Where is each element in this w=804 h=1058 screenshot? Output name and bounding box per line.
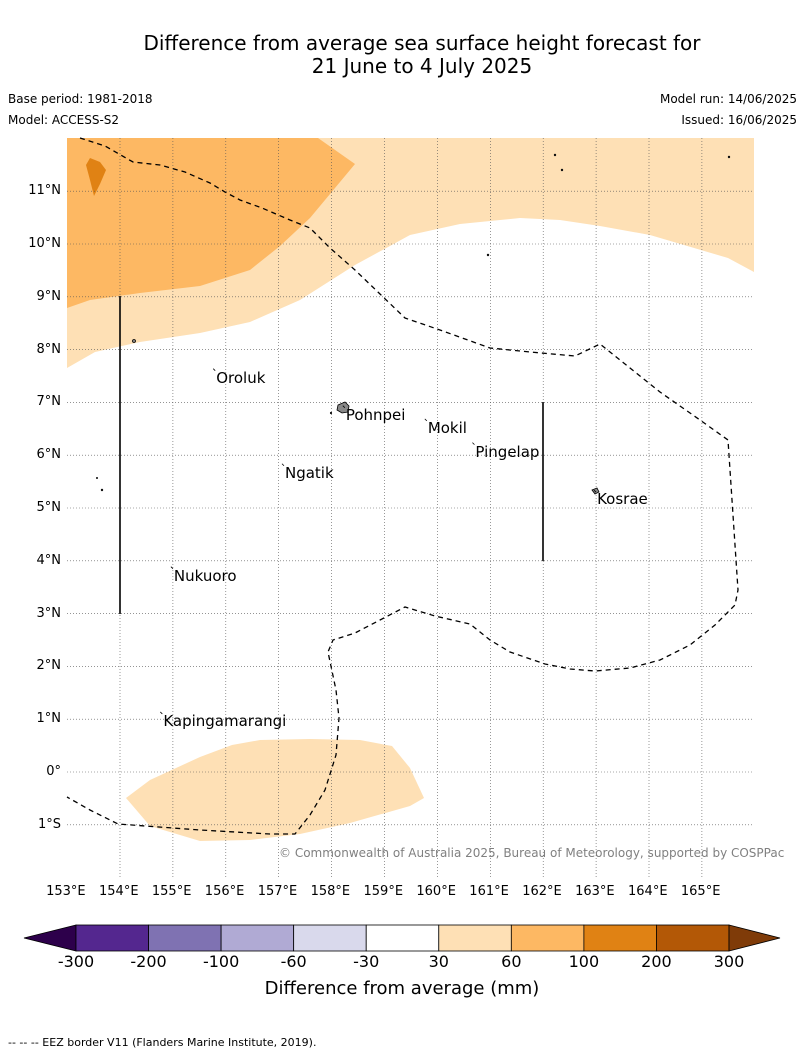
anomaly-60-100 bbox=[67, 138, 355, 308]
title-line-2: 21 June to 4 July 2025 bbox=[311, 54, 533, 78]
chart-title: Difference from average sea surface heig… bbox=[0, 32, 804, 78]
colorbar-tick-label: 100 bbox=[568, 952, 600, 971]
issued-date: Issued: 16/06/2025 bbox=[681, 113, 797, 127]
small-island bbox=[96, 476, 99, 479]
anomaly-30-60-south bbox=[126, 739, 424, 841]
lat-tick-label: 7°N bbox=[36, 394, 62, 410]
lon-tick-label: 157°E bbox=[257, 884, 298, 899]
colorbar-segment bbox=[438, 924, 512, 952]
lat-tick-label: 5°N bbox=[36, 500, 62, 515]
eez-border bbox=[66, 137, 739, 835]
colorbar-segment bbox=[656, 924, 730, 952]
lon-tick-label: 160°E bbox=[416, 884, 456, 899]
lon-tick-label: 156°E bbox=[204, 884, 245, 899]
colorbar-title: Difference from average (mm) bbox=[264, 978, 540, 999]
lon-tick-label: 155°E bbox=[151, 884, 192, 899]
colorbar-tick-label: -30 bbox=[353, 952, 380, 971]
colorbar-segment bbox=[293, 924, 367, 952]
place-marker bbox=[424, 418, 428, 422]
lon-tick-label: 161°E bbox=[469, 884, 509, 899]
colorbar-segment bbox=[365, 924, 440, 952]
place-marker bbox=[342, 405, 346, 408]
map-area bbox=[67, 138, 754, 841]
small-island bbox=[132, 339, 136, 343]
place-marker bbox=[212, 368, 216, 372]
place-label: Mokil bbox=[427, 418, 467, 437]
lat-tick-label: 3°N bbox=[36, 605, 62, 621]
lat-tick-label: 8°N bbox=[36, 341, 62, 357]
colorbar-extend-low bbox=[23, 924, 77, 952]
colorbar-tick-label: 30 bbox=[428, 952, 449, 971]
model-run: Model run: 14/06/2025 bbox=[659, 92, 797, 106]
place-label: Pohnpei bbox=[345, 405, 406, 424]
lon-tick-label: 153°E bbox=[46, 884, 86, 899]
place-label: Kosrae bbox=[597, 490, 648, 509]
place-label: Ngatik bbox=[284, 463, 334, 482]
colorbar-segment bbox=[75, 924, 149, 952]
colorbar-tick-label: -100 bbox=[202, 952, 240, 971]
place-label: Pingelap bbox=[475, 442, 540, 461]
eez-footnote: -- -- -- EEZ border V11 (Flanders Marine… bbox=[8, 1036, 317, 1049]
lat-tick-label: 0° bbox=[46, 764, 61, 779]
colorbar-segment bbox=[148, 924, 222, 952]
colorbar-segment bbox=[220, 924, 295, 952]
lon-tick-label: 154°E bbox=[99, 884, 139, 899]
small-island bbox=[560, 168, 564, 172]
title-line-1: Difference from average sea surface heig… bbox=[143, 31, 701, 55]
base-period: Base period: 1981-2018 bbox=[8, 92, 153, 106]
model-name: Model: ACCESS-S2 bbox=[8, 113, 120, 127]
colorbar-extend-high bbox=[728, 924, 781, 952]
colorbar-segment bbox=[510, 924, 585, 952]
place-marker bbox=[472, 442, 475, 445]
lat-tick-label: 1°N bbox=[36, 711, 62, 727]
colorbar-tick-label: -200 bbox=[130, 952, 167, 971]
place-label: Kapingamarangi bbox=[163, 711, 287, 730]
lon-tick-label: 164°E bbox=[628, 884, 668, 899]
colorbar-segment bbox=[583, 924, 657, 952]
place-marker bbox=[170, 566, 174, 570]
lon-tick-label: 162°E bbox=[522, 884, 562, 899]
colorbar bbox=[23, 924, 781, 952]
colorbar-tick-label: -300 bbox=[57, 952, 95, 971]
small-island bbox=[100, 488, 104, 492]
colorbar-tick-label: 200 bbox=[641, 952, 672, 971]
colorbar-tick-label: 300 bbox=[713, 952, 745, 971]
lat-tick-label: 11°N bbox=[28, 183, 61, 199]
lat-tick-label: 4°N bbox=[36, 552, 62, 568]
lat-tick-label: 2°N bbox=[36, 658, 62, 674]
copyright-notice: © Commonwealth of Australia 2025, Bureau… bbox=[279, 846, 785, 860]
islands bbox=[96, 153, 731, 495]
pohnpei-island bbox=[336, 401, 350, 414]
place-marker bbox=[281, 463, 285, 467]
colorbar-tick-label: -60 bbox=[280, 952, 307, 971]
small-island bbox=[727, 155, 731, 159]
lon-tick-label: 165°E bbox=[680, 884, 721, 899]
colorbar-tick-label: 60 bbox=[501, 952, 522, 971]
place-marker bbox=[593, 489, 597, 493]
lat-tick-label: 1°S bbox=[37, 816, 61, 832]
lon-tick-label: 158°E bbox=[310, 884, 351, 899]
small-island bbox=[486, 253, 490, 257]
lat-tick-label: 6°N bbox=[36, 447, 62, 463]
small-island bbox=[553, 153, 557, 157]
place-label: Oroluk bbox=[216, 368, 266, 387]
place-label: Nukuoro bbox=[173, 566, 237, 585]
lat-tick-label: 9°N bbox=[36, 288, 62, 304]
place-marker bbox=[160, 711, 163, 715]
lon-tick-label: 163°E bbox=[575, 884, 615, 899]
lon-tick-label: 159°E bbox=[363, 884, 404, 899]
place-markers bbox=[160, 368, 597, 715]
anomaly-100-200 bbox=[86, 158, 106, 196]
lat-tick-label: 10°N bbox=[28, 236, 61, 251]
small-island bbox=[329, 411, 333, 415]
